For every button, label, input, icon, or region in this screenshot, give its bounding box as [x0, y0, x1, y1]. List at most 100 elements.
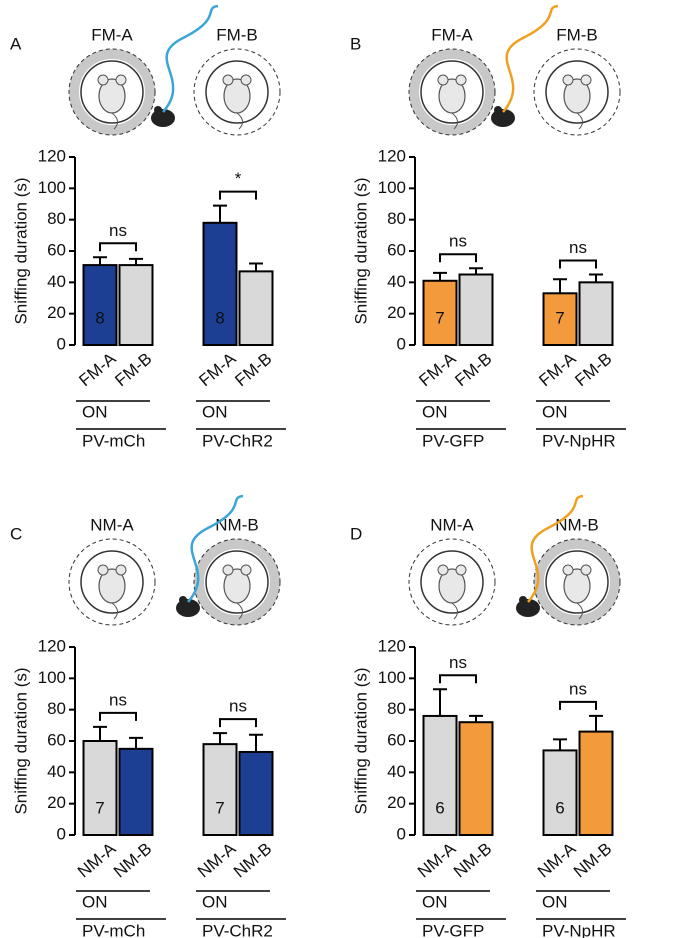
mouse-tail — [111, 602, 118, 620]
error-bar — [129, 736, 143, 749]
y-tick-label: 120 — [38, 636, 66, 655]
error-bar — [249, 262, 263, 272]
n-label: 6 — [555, 798, 564, 817]
category-label: FM-A — [415, 349, 460, 391]
condition-label: ON — [542, 402, 568, 421]
y-tick-label: 0 — [397, 334, 406, 353]
condition-label: ON — [82, 402, 108, 421]
error-bar — [469, 714, 483, 723]
arena-label: NM-B — [215, 515, 258, 534]
arena-outline — [68, 48, 156, 136]
group-label: PV-mCh — [82, 921, 145, 938]
significance-label: ns — [569, 238, 587, 257]
arena-outline — [408, 538, 496, 626]
error-bar — [433, 688, 447, 716]
y-tick-label: 120 — [378, 146, 406, 165]
y-tick-label: 80 — [387, 209, 406, 228]
category-label: NM-A — [414, 839, 460, 882]
bar — [578, 281, 614, 347]
n-label: 8 — [215, 308, 224, 327]
bar — [238, 270, 274, 346]
arena-outline — [193, 48, 281, 136]
y-tick-label: 40 — [387, 762, 406, 781]
group-label: PV-ChR2 — [202, 921, 273, 938]
category-label: NM-B — [110, 839, 155, 881]
arena-ring — [409, 49, 495, 135]
error-bar — [93, 725, 107, 741]
bar — [118, 747, 154, 837]
bar — [542, 749, 578, 836]
y-tick-label: 120 — [38, 146, 66, 165]
significance-bracket — [439, 253, 477, 263]
group-label: PV-NpHR — [542, 921, 616, 938]
panel-letter: B — [350, 34, 361, 53]
category-label: NM-A — [194, 839, 240, 882]
category-label: FM-B — [111, 349, 155, 390]
optic-fiber — [527, 494, 584, 603]
error-bar — [129, 257, 143, 266]
y-tick-label: 0 — [57, 824, 66, 843]
arena-outline — [193, 538, 281, 626]
mouse-tail — [576, 602, 583, 620]
mouse-tail — [236, 112, 243, 130]
condition-label: ON — [422, 402, 448, 421]
significance-label: ns — [449, 653, 467, 672]
y-tick-label: 60 — [47, 240, 66, 259]
category-label: FM-A — [535, 349, 580, 391]
arena-label: NM-B — [555, 515, 598, 534]
y-tick-label: 0 — [57, 334, 66, 353]
n-label: 7 — [555, 308, 564, 327]
optic-fiber — [162, 4, 219, 113]
n-label: 7 — [435, 308, 444, 327]
category-label: NM-B — [450, 839, 495, 881]
y-tick-label: 80 — [47, 209, 66, 228]
mouse-ear — [437, 564, 449, 576]
y-tick-label: 60 — [387, 730, 406, 749]
mouse-ear — [97, 74, 109, 86]
mouse-tail — [451, 602, 458, 620]
y-tick-label: 20 — [387, 303, 406, 322]
y-tick-label: 80 — [47, 699, 66, 718]
error-bar — [433, 271, 447, 281]
category-label: FM-B — [571, 349, 615, 390]
condition-label: ON — [542, 892, 568, 911]
significance-bracket — [219, 718, 257, 728]
y-tick-label: 20 — [47, 303, 66, 322]
bar — [202, 743, 238, 836]
category-label: FM-A — [195, 349, 240, 391]
arena-label: FM-B — [556, 25, 598, 44]
mouse-tail — [111, 112, 118, 130]
significance-label: ns — [449, 232, 467, 251]
significance-bracket — [559, 700, 597, 710]
panel-letter: C — [10, 524, 22, 543]
arena-label: NM-A — [430, 515, 474, 534]
significance-label: ns — [569, 679, 587, 698]
arena-label: NM-A — [90, 515, 134, 534]
mouse-ear — [115, 564, 127, 576]
error-bar — [553, 278, 567, 294]
y-axis-label: Sniffing duration (s) — [351, 667, 370, 814]
arena-label: FM-B — [216, 25, 258, 44]
panel-letter: D — [350, 524, 362, 543]
y-tick-label: 20 — [47, 793, 66, 812]
error-bar — [213, 204, 227, 223]
test-mouse-ear — [154, 106, 162, 114]
group-label: PV-ChR2 — [202, 431, 273, 450]
category-label: NM-A — [74, 839, 120, 882]
significance-bracket — [99, 242, 137, 252]
mouse-ear — [562, 74, 574, 86]
category-label: NM-B — [230, 839, 275, 881]
n-label: 7 — [95, 798, 104, 817]
bar — [238, 750, 274, 837]
bar — [82, 740, 118, 836]
arena-outline — [68, 538, 156, 626]
bar — [458, 273, 494, 346]
optic-fiber — [187, 494, 244, 603]
category-label: FM-B — [451, 349, 495, 390]
group-label: PV-GFP — [422, 431, 484, 450]
y-tick-label: 0 — [397, 824, 406, 843]
category-label: FM-A — [75, 349, 120, 391]
